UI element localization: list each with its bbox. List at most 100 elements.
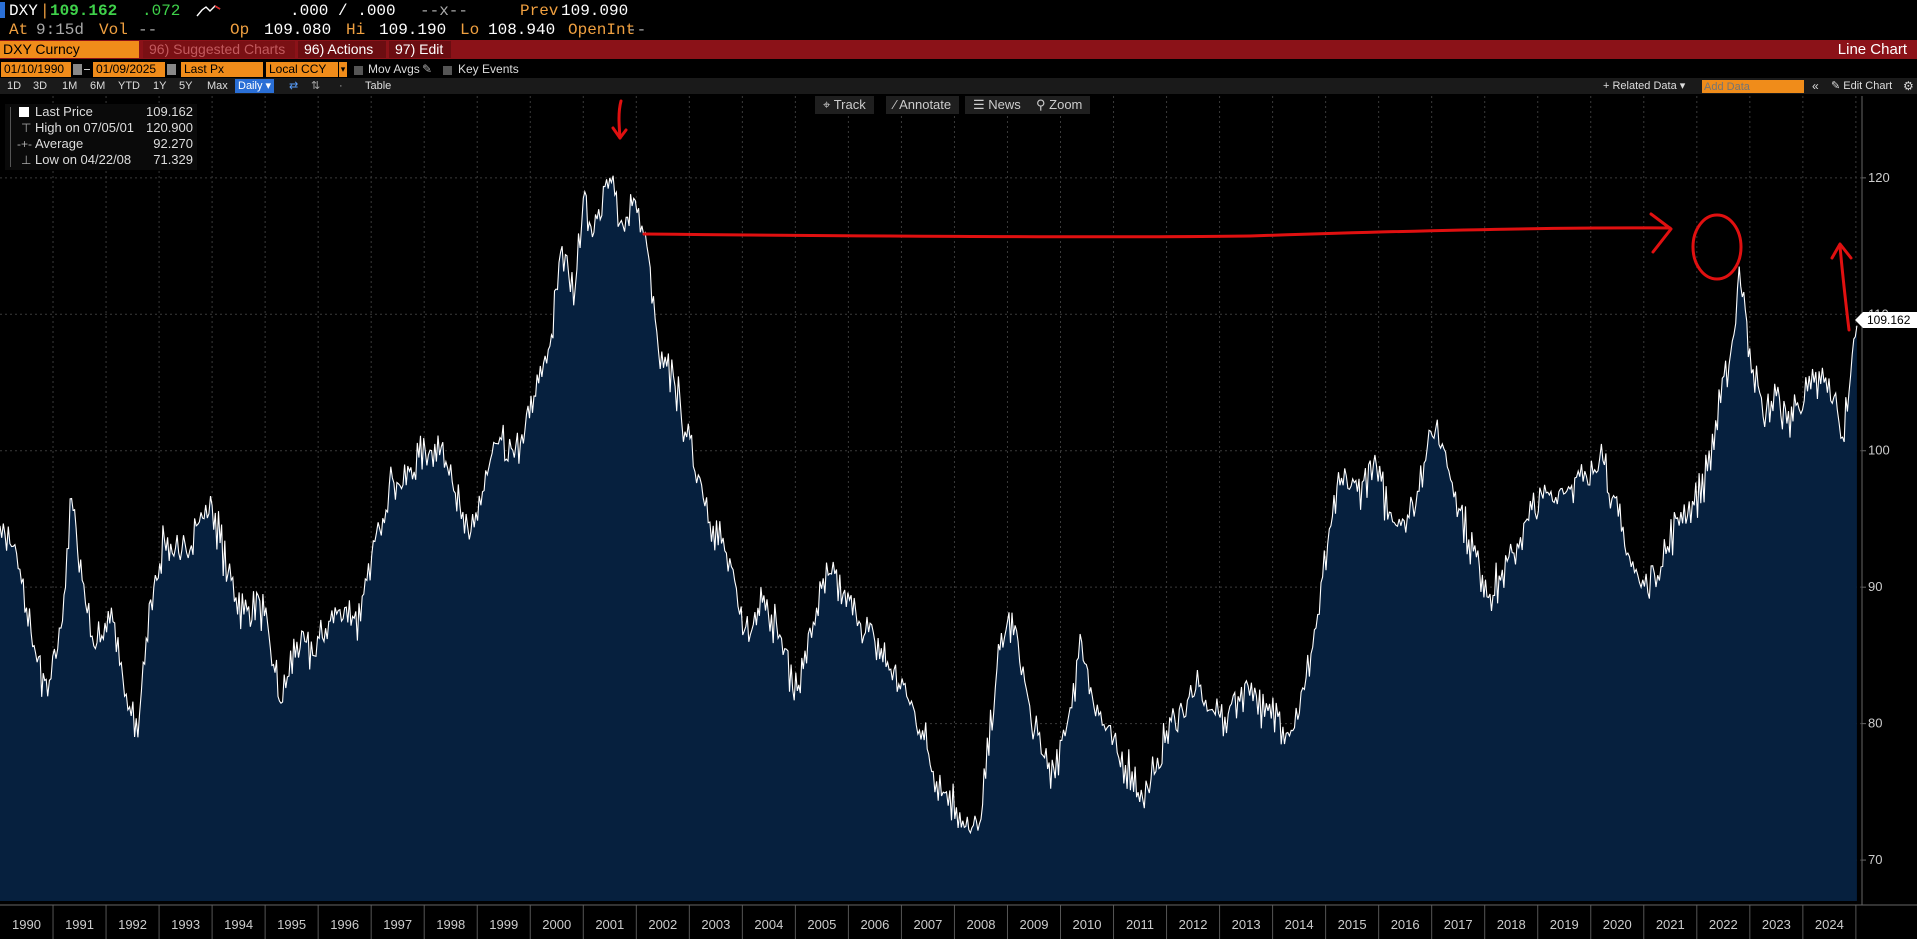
key-events-checkbox[interactable]: [443, 66, 452, 75]
x-tick-label: 2002: [648, 917, 677, 932]
y-axis: 708090100110120: [1861, 96, 1890, 905]
y-tick-label: 120: [1868, 170, 1890, 185]
x-tick-label: 2023: [1762, 917, 1791, 932]
last-price-tag: 109.162: [1855, 312, 1917, 328]
currency-selector[interactable]: Local CCY: [266, 62, 338, 77]
legend-average-label: Average: [35, 136, 84, 151]
range-ytd[interactable]: YTD: [118, 80, 140, 92]
legend-bracket: [10, 107, 11, 167]
y-tick-label: 100: [1868, 443, 1890, 458]
legend-last-price[interactable]: Last Price 109.162: [5, 104, 197, 120]
gear-icon[interactable]: ⚙: [1903, 79, 1914, 93]
zoom-button[interactable]: ⚲ Zoom: [1028, 96, 1091, 114]
legend-average-value: 92.270: [153, 136, 193, 151]
annotate-label: Annotate: [899, 97, 952, 112]
date-range-dash: [84, 69, 90, 70]
start-date-field[interactable]: 01/10/1990: [1, 62, 71, 77]
x-tick-label: 1998: [436, 917, 465, 932]
news-button[interactable]: ☰ News: [965, 96, 1029, 114]
legend-low[interactable]: ⊥ Low on 04/22/08 71.329: [5, 152, 197, 168]
legend-high-label: High on 07/05/01: [35, 120, 135, 135]
range-5y[interactable]: 5Y: [179, 80, 193, 92]
x-tick-label: 1997: [383, 917, 412, 932]
quote-ticker[interactable]: DXY: [9, 2, 38, 20]
peak-circle: [1691, 213, 1743, 281]
openint-value: --: [627, 21, 647, 39]
average-marker-icon: -+-: [17, 137, 32, 151]
parameter-row: 01/10/1990 01/09/2025 Last Px Local CCY …: [0, 60, 1917, 78]
crosshair-icon: ⌖: [823, 97, 831, 112]
key-events-label[interactable]: Key Events: [458, 62, 519, 76]
mov-avgs-checkbox[interactable]: [354, 66, 363, 75]
add-data-input[interactable]: [1702, 80, 1804, 93]
quote-last-price: 109.162: [50, 2, 118, 20]
command-bar: DXY Curncy 96) Suggested Charts ▾ 96) Ac…: [0, 40, 1917, 74]
annotate-button[interactable]: ⁄ Annotate: [886, 96, 960, 114]
horizontal-arrow-head: [1649, 212, 1673, 254]
calendar-icon[interactable]: [167, 64, 176, 75]
pencil-icon[interactable]: ✎: [422, 62, 433, 76]
edit-menu[interactable]: 97) Edit ▾: [389, 41, 451, 74]
calendar-icon[interactable]: [73, 64, 82, 75]
x-tick-label: 1996: [330, 917, 359, 932]
x-tick-label: 2001: [595, 917, 624, 932]
x-tick-label: 2003: [701, 917, 730, 932]
ticker-marker: [0, 2, 5, 18]
x-tick-label: 1999: [489, 917, 518, 932]
table-button[interactable]: Table: [365, 80, 392, 92]
bar-style-icon[interactable]: ⇅: [311, 80, 321, 92]
down-arrow-shaft: [617, 99, 623, 140]
x-tick-label: 1995: [277, 917, 306, 932]
edit-chart-button[interactable]: ✎ Edit Chart: [1831, 80, 1893, 92]
range-3d[interactable]: 3D: [33, 80, 48, 92]
range-1m[interactable]: 1M: [62, 80, 78, 92]
news-label: News: [988, 97, 1021, 112]
lo-value: 108.940: [488, 21, 556, 39]
security-field[interactable]: DXY Curncy: [0, 41, 139, 58]
frequency-label: Daily: [238, 80, 263, 92]
x-tick-label: 2024: [1815, 917, 1844, 932]
sparkline-icon: [196, 2, 222, 18]
frequency-selector[interactable]: Daily ▾: [235, 79, 275, 93]
legend-high[interactable]: ⊤ High on 07/05/01 120.900: [5, 120, 197, 136]
related-data-button[interactable]: + Related Data ▾: [1603, 80, 1686, 92]
end-date-field[interactable]: 01/09/2025: [93, 62, 165, 77]
collapse-icon[interactable]: «: [1812, 79, 1819, 93]
search-icon: ⚲: [1036, 97, 1046, 112]
x-tick-label: 2010: [1073, 917, 1102, 932]
legend-low-value: 71.329: [153, 152, 193, 167]
quote-net-change: .072: [142, 2, 181, 20]
range-6m[interactable]: 6M: [90, 80, 106, 92]
pencil-icon: ⁄: [894, 97, 897, 112]
range-1d[interactable]: 1D: [7, 80, 22, 92]
x-tick-label: 1991: [65, 917, 94, 932]
annotation-marks: [611, 99, 1853, 332]
range-max[interactable]: Max: [207, 80, 228, 92]
range-1y[interactable]: 1Y: [153, 80, 167, 92]
op-value: 109.080: [264, 21, 332, 39]
up-arrow-head: [1830, 242, 1853, 260]
x-tick-label: 2016: [1391, 917, 1420, 932]
legend-last-price-value: 109.162: [146, 104, 193, 119]
chevron-down-icon[interactable]: ▾: [339, 62, 347, 77]
related-data-label: Related Data: [1612, 80, 1677, 92]
more-icon[interactable]: ·: [339, 80, 343, 92]
x-tick-label: 1990: [12, 917, 41, 932]
prev-label: Prev: [520, 2, 559, 20]
vol-label: Vol: [99, 21, 128, 39]
right-toolbar: + Related Data ▾ « ✎ Edit Chart ⚙: [1598, 78, 1917, 94]
x-tick-label: 2005: [807, 917, 836, 932]
actions-label: 96) Actions: [304, 41, 374, 57]
x-tick-label: 2007: [913, 917, 942, 932]
mov-avgs-label[interactable]: Mov Avgs: [368, 62, 420, 76]
chart-style-icon[interactable]: ⇄: [289, 80, 299, 92]
field-selector[interactable]: Last Px: [181, 62, 263, 77]
track-button[interactable]: ⌖ Track: [815, 96, 874, 114]
x-tick-label: 2015: [1338, 917, 1367, 932]
x-tick-label: 2014: [1285, 917, 1314, 932]
edit-label: 97) Edit: [395, 41, 444, 57]
y-tick-label: 80: [1868, 716, 1882, 731]
x-tick-label: 2017: [1444, 917, 1473, 932]
legend-average[interactable]: -+- Average 92.270: [5, 136, 197, 152]
